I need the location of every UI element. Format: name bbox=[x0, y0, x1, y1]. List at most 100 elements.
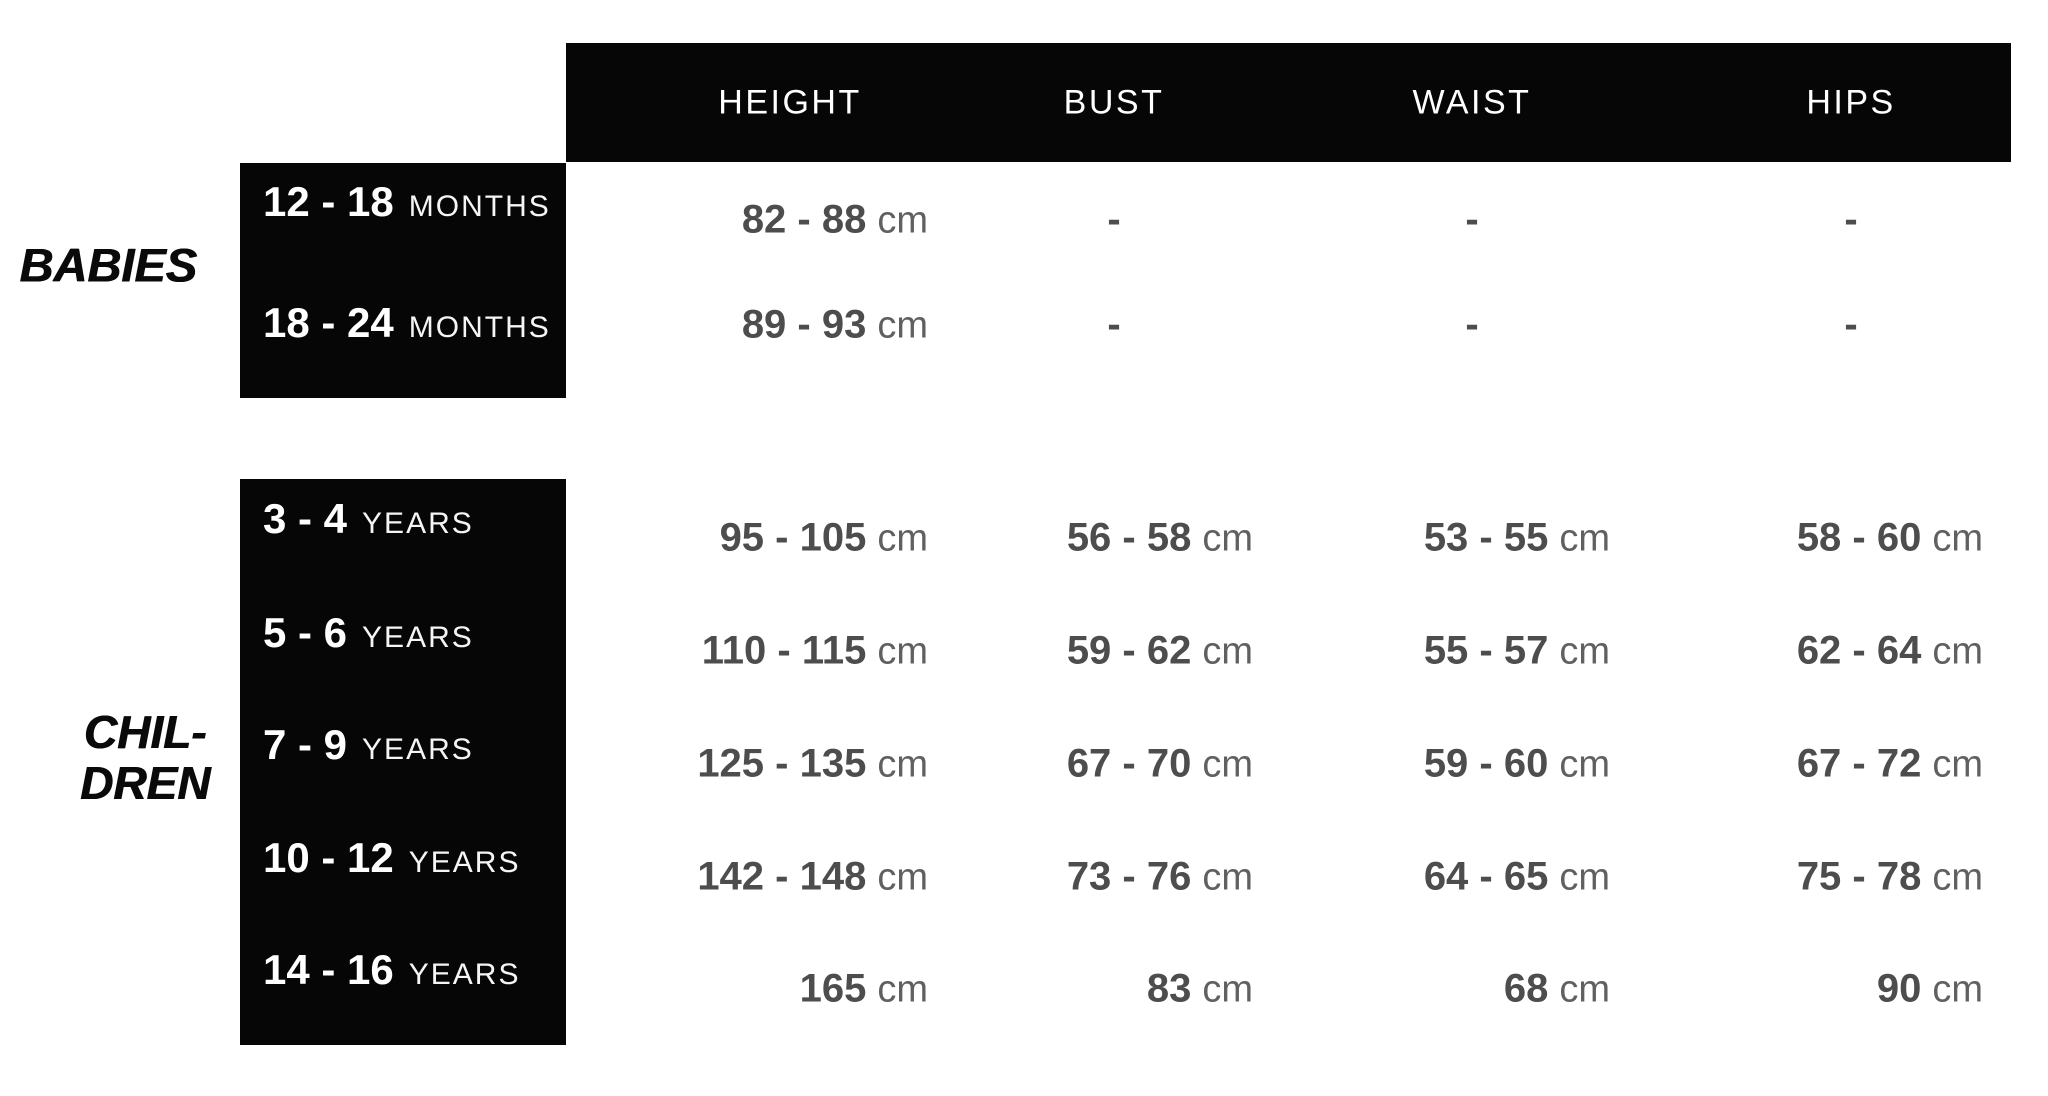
measurement-cell-height: 82 - 88 cm bbox=[566, 198, 928, 243]
measurement-cell-height: 110 - 115 cm bbox=[566, 629, 928, 674]
measurement-cell-bust-empty: - bbox=[1107, 302, 1121, 347]
group-label-babies: BABIES bbox=[19, 238, 197, 292]
measurement-cell-hips-empty: - bbox=[1844, 197, 1858, 242]
measurement-value: 59 - 60 bbox=[1423, 741, 1549, 786]
measurement-value: 55 - 57 bbox=[1423, 628, 1549, 673]
measurement-value: 75 - 78 bbox=[1796, 854, 1922, 899]
measurement-cell-bust: 83 cm bbox=[891, 967, 1253, 1012]
measurement-unit: cm bbox=[1202, 517, 1253, 560]
measurement-value: 59 - 62 bbox=[1066, 628, 1192, 673]
size-range: 3 - 4 bbox=[263, 495, 348, 542]
measurement-cell-hips: 90 cm bbox=[1621, 967, 1983, 1012]
measurement-value: 95 - 105 bbox=[719, 515, 867, 560]
measurement-value: 90 bbox=[1876, 966, 1922, 1011]
measurement-value: 53 - 55 bbox=[1423, 515, 1549, 560]
measurement-value: 67 - 70 bbox=[1066, 741, 1192, 786]
column-header-waist: WAIST bbox=[1412, 83, 1532, 121]
measurement-unit: cm bbox=[877, 199, 928, 242]
size-label: 18 - 24 MONTHS bbox=[263, 299, 551, 347]
size-label: 10 - 12 YEARS bbox=[263, 834, 520, 882]
measurement-unit: cm bbox=[1202, 856, 1253, 899]
measurement-cell-waist: 59 - 60 cm bbox=[1248, 742, 1610, 787]
measurement-value: 68 bbox=[1503, 966, 1549, 1011]
measurement-cell-waist-empty: - bbox=[1465, 197, 1479, 242]
size-unit-word: YEARS bbox=[408, 846, 521, 879]
size-label: 5 - 6 YEARS bbox=[263, 609, 474, 657]
measurement-cell-hips-empty: - bbox=[1844, 302, 1858, 347]
group-label-children-line1: CHIL- bbox=[83, 706, 207, 758]
measurement-value: 56 - 58 bbox=[1066, 515, 1192, 560]
measurement-cell-hips: 67 - 72 cm bbox=[1621, 742, 1983, 787]
size-range: 14 - 16 bbox=[263, 946, 394, 993]
measurement-value: 110 - 115 bbox=[701, 628, 867, 673]
size-unit-word: YEARS bbox=[362, 733, 474, 766]
column-header-height: HEIGHT bbox=[718, 83, 862, 121]
size-label: 14 - 16 YEARS bbox=[263, 946, 520, 994]
measurement-unit: cm bbox=[1932, 856, 1983, 899]
measurement-value: 67 - 72 bbox=[1796, 741, 1922, 786]
measurement-value: 83 bbox=[1146, 966, 1192, 1011]
measurement-cell-waist: 68 cm bbox=[1248, 967, 1610, 1012]
measurement-cell-waist: 53 - 55 cm bbox=[1248, 516, 1610, 561]
group-label-children-line2: DREN bbox=[79, 757, 211, 809]
measurement-cell-bust: 56 - 58 cm bbox=[891, 516, 1253, 561]
group-label-children: CHIL- DREN bbox=[40, 707, 250, 809]
measurement-unit: cm bbox=[877, 743, 928, 786]
measurement-cell-waist: 64 - 65 cm bbox=[1248, 855, 1610, 900]
measurement-unit: cm bbox=[1559, 856, 1610, 899]
size-unit-word: MONTHS bbox=[408, 190, 551, 223]
measurement-unit: cm bbox=[1559, 630, 1610, 673]
column-header-bust: BUST bbox=[1063, 83, 1165, 121]
measurement-value: 58 - 60 bbox=[1796, 515, 1922, 560]
measurement-value: 142 - 148 bbox=[697, 854, 867, 899]
column-header-bar: HEIGHT BUST WAIST HIPS bbox=[566, 43, 2011, 162]
measurement-cell-height: 125 - 135 cm bbox=[566, 742, 928, 787]
measurement-cell-bust: 67 - 70 cm bbox=[891, 742, 1253, 787]
measurement-unit: cm bbox=[1559, 743, 1610, 786]
size-range: 7 - 9 bbox=[263, 721, 348, 768]
measurement-cell-bust: 59 - 62 cm bbox=[891, 629, 1253, 674]
measurement-unit: cm bbox=[877, 517, 928, 560]
measurement-unit: cm bbox=[877, 630, 928, 673]
measurement-value: 165 bbox=[799, 966, 867, 1011]
children-size-box bbox=[240, 479, 566, 1045]
measurement-unit: cm bbox=[1559, 968, 1610, 1011]
size-label: 7 - 9 YEARS bbox=[263, 721, 474, 769]
measurement-unit: cm bbox=[1932, 743, 1983, 786]
measurement-value: 73 - 76 bbox=[1066, 854, 1192, 899]
babies-size-box bbox=[240, 163, 566, 398]
size-range: 18 - 24 bbox=[263, 299, 394, 346]
measurement-value: 62 - 64 bbox=[1796, 628, 1922, 673]
measurement-unit: cm bbox=[1932, 517, 1983, 560]
measurement-unit: cm bbox=[877, 968, 928, 1011]
measurement-cell-waist-empty: - bbox=[1465, 302, 1479, 347]
size-unit-word: YEARS bbox=[362, 507, 474, 540]
measurement-unit: cm bbox=[1932, 968, 1983, 1011]
measurement-unit: cm bbox=[1932, 630, 1983, 673]
measurement-cell-bust-empty: - bbox=[1107, 197, 1121, 242]
measurement-cell-height: 89 - 93 cm bbox=[566, 303, 928, 348]
measurement-value: 89 - 93 bbox=[741, 302, 867, 347]
measurement-unit: cm bbox=[1559, 517, 1610, 560]
size-range: 10 - 12 bbox=[263, 834, 394, 881]
measurement-cell-bust: 73 - 76 cm bbox=[891, 855, 1253, 900]
measurement-cell-height: 165 cm bbox=[566, 967, 928, 1012]
size-unit-word: YEARS bbox=[408, 958, 521, 991]
size-label: 3 - 4 YEARS bbox=[263, 495, 474, 543]
measurement-unit: cm bbox=[1202, 743, 1253, 786]
measurement-value: 125 - 135 bbox=[697, 741, 867, 786]
measurement-value: 64 - 65 bbox=[1423, 854, 1549, 899]
measurement-cell-hips: 62 - 64 cm bbox=[1621, 629, 1983, 674]
measurement-cell-hips: 58 - 60 cm bbox=[1621, 516, 1983, 561]
measurement-cell-height: 142 - 148 cm bbox=[566, 855, 928, 900]
measurement-cell-hips: 75 - 78 cm bbox=[1621, 855, 1983, 900]
size-unit-word: YEARS bbox=[362, 621, 474, 654]
measurement-unit: cm bbox=[877, 304, 928, 347]
measurement-unit: cm bbox=[1202, 968, 1253, 1011]
measurement-cell-waist: 55 - 57 cm bbox=[1248, 629, 1610, 674]
measurement-unit: cm bbox=[1202, 630, 1253, 673]
column-header-hips: HIPS bbox=[1806, 83, 1896, 121]
size-range: 5 - 6 bbox=[263, 609, 348, 656]
size-range: 12 - 18 bbox=[263, 178, 394, 225]
